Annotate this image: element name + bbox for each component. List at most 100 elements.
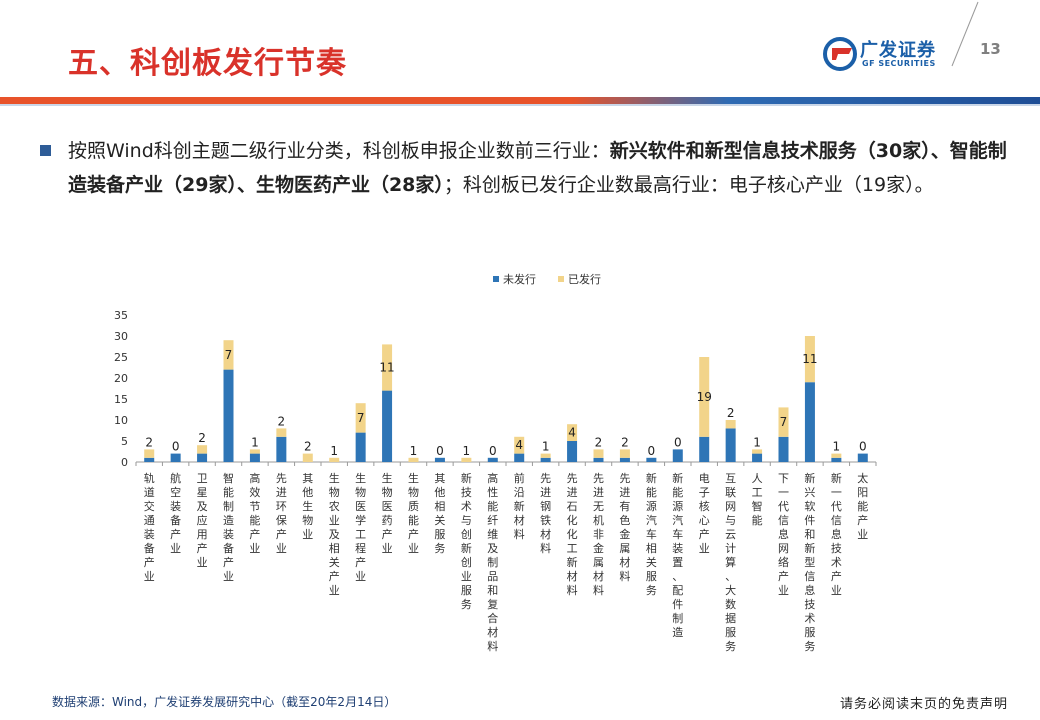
x-category-char: 关 [646, 555, 657, 569]
x-category-char: 进 [276, 486, 287, 499]
data-label: 1 [330, 444, 338, 458]
x-category-char: 效 [249, 485, 260, 499]
x-category-char: 心 [699, 514, 710, 527]
x-category-char: 、 [725, 570, 736, 583]
x-category-char: 源 [672, 499, 683, 513]
bar-unissued [778, 436, 789, 462]
x-category-char: 兴 [804, 486, 815, 499]
x-category-char: 属 [619, 542, 630, 555]
bar-unissued [540, 457, 551, 462]
data-label: 19 [697, 390, 712, 404]
x-category-char: 汽 [646, 513, 657, 527]
x-category-char: 业 [144, 570, 155, 583]
x-category-char: 服 [725, 626, 736, 639]
data-label: 0 [172, 440, 180, 454]
x-category-char: 有 [619, 499, 630, 513]
x-category-char: 材 [593, 569, 604, 583]
x-category-char: 业 [223, 570, 234, 583]
x-category-char: 业 [831, 584, 842, 597]
bar-unissued [831, 457, 842, 462]
x-category-char: 产 [831, 569, 842, 583]
bar-issued [752, 449, 763, 454]
bar-issued [223, 340, 234, 370]
x-category-char: 技 [804, 598, 815, 611]
x-category-char: 互 [725, 472, 736, 485]
x-category-char: 太 [857, 472, 868, 485]
x-category-char: 一 [831, 486, 842, 499]
x-category-char: 色 [619, 513, 630, 527]
x-category-char: 、 [672, 570, 683, 583]
x-category-char: 大 [725, 583, 736, 597]
x-category-char: 无 [593, 500, 604, 513]
x-category-char: 进 [619, 486, 630, 499]
data-label: 0 [489, 444, 497, 458]
x-category-char: 数 [725, 598, 736, 611]
data-source: 数据来源：Wind，广发证券发展研究中心（截至20年2月14日） [52, 695, 397, 709]
data-label: 0 [436, 444, 444, 458]
gf-logo-icon [823, 37, 857, 71]
x-category-char: 保 [276, 513, 287, 527]
bar-unissued [752, 453, 763, 462]
data-label: 7 [357, 411, 365, 425]
x-category-char: 相 [329, 542, 340, 555]
x-category-char: 服 [646, 570, 657, 583]
y-tick-label: 35 [114, 309, 128, 322]
bar-unissued [646, 457, 657, 462]
x-category-char: 新 [461, 471, 472, 485]
bar-unissued [804, 382, 815, 462]
data-label: 4 [568, 426, 576, 440]
data-label: 11 [379, 361, 394, 375]
x-category-char: 置 [672, 556, 683, 569]
y-tick-label: 10 [114, 414, 128, 427]
x-category-char: 络 [778, 555, 789, 569]
data-label: 1 [410, 444, 418, 458]
x-category-char: 务 [646, 584, 657, 597]
x-category-char: 机 [593, 513, 604, 527]
x-category-char: 星 [197, 486, 208, 499]
x-category-char: 产 [699, 527, 710, 541]
bar-unissued [355, 432, 366, 462]
x-category-char: 关 [329, 555, 340, 569]
x-category-char: 术 [831, 556, 842, 569]
x-category-char: 生 [408, 471, 419, 485]
data-label: 2 [145, 435, 153, 449]
bar-issued [804, 336, 815, 383]
x-category-char: 农 [329, 499, 340, 513]
x-category-char: 及 [329, 528, 340, 541]
x-category-char: 据 [725, 611, 736, 625]
x-category-char: 制 [672, 612, 683, 625]
x-category-char: 物 [355, 485, 366, 499]
x-category-char: 创 [461, 528, 472, 541]
bar-unissued [487, 457, 498, 462]
x-category-char: 车 [646, 527, 657, 541]
x-category-char: 业 [197, 556, 208, 569]
y-tick-label: 5 [121, 435, 128, 448]
x-category-char: 装 [170, 500, 181, 513]
x-category-char: 核 [699, 499, 710, 513]
data-label: 4 [515, 438, 523, 452]
x-category-char: 业 [302, 528, 313, 541]
x-category-char: 工 [567, 542, 578, 555]
x-category-char: 先 [276, 472, 287, 485]
data-label: 0 [648, 444, 656, 458]
data-label: 2 [727, 406, 735, 420]
x-category-char: 非 [593, 528, 604, 541]
x-category-char: 节 [249, 500, 260, 513]
bar-issued [329, 457, 340, 462]
bar-unissued [249, 453, 260, 462]
x-category-char: 能 [408, 513, 419, 527]
x-category-char: 通 [144, 514, 155, 527]
data-label: 11 [802, 352, 817, 366]
x-category-char: 智 [752, 499, 763, 513]
x-category-char: 生 [355, 471, 366, 485]
x-category-char: 装 [144, 528, 155, 541]
x-category-char: 化 [567, 527, 578, 541]
data-label: 1 [542, 440, 550, 454]
x-category-char: 先 [540, 472, 551, 485]
x-category-char: 物 [408, 485, 419, 499]
bar-issued [540, 453, 551, 458]
x-category-char: 服 [804, 626, 815, 639]
x-category-char: 汽 [672, 513, 683, 527]
data-label: 2 [278, 414, 286, 428]
x-category-char: 产 [408, 527, 419, 541]
